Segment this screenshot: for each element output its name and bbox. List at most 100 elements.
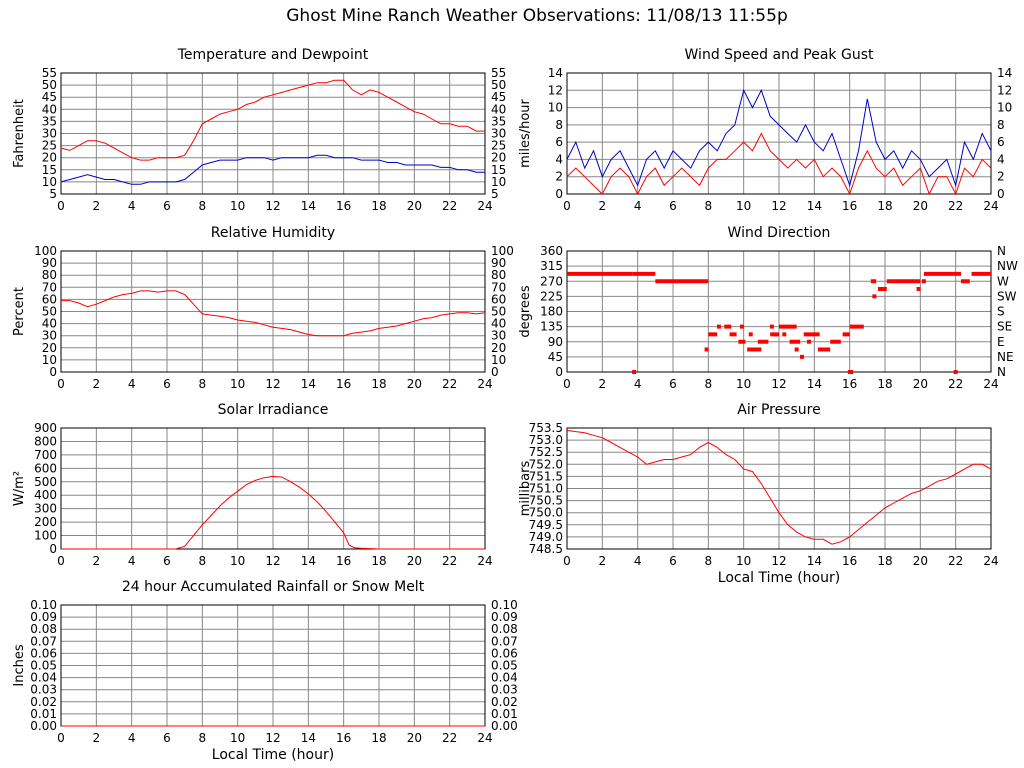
plot-frame (60, 427, 486, 550)
y-tick-label: 750.0 (529, 506, 563, 520)
x-tick-label: 2 (93, 731, 101, 745)
y-axis-label: millibars (518, 461, 533, 517)
direction-segment (567, 271, 633, 276)
y-tick-label: 0 (555, 365, 563, 379)
right-y-tick-label: 20 (491, 341, 506, 355)
y-tick-label: 0.05 (30, 659, 57, 673)
plot-frame (60, 250, 486, 373)
x-tick-label: 24 (477, 554, 492, 568)
right-y-tick-label: 55 (491, 66, 506, 80)
x-tick-label: 6 (163, 199, 171, 213)
y-tick-label: 20 (42, 341, 57, 355)
x-tick-label: 18 (371, 199, 386, 213)
plot-frame (566, 72, 992, 195)
right-y-tick-label: 0.05 (491, 659, 518, 673)
y-tick-label: 4 (555, 152, 563, 166)
right-y-tick-label: 4 (997, 152, 1005, 166)
y-tick-label: 100 (34, 244, 57, 258)
x-tick-label: 8 (705, 377, 713, 391)
direction-segment (847, 370, 854, 374)
right-y-tick-label: 10 (491, 353, 506, 367)
direction-segment (886, 279, 921, 284)
x-tick-label: 12 (265, 377, 280, 391)
y-tick-label: 2 (555, 170, 563, 184)
y-tick-label: 45 (548, 350, 563, 364)
direction-point (916, 286, 921, 291)
x-tick-label: 20 (407, 199, 422, 213)
x-tick-label: 2 (93, 377, 101, 391)
x-tick-label: 16 (336, 199, 351, 213)
x-tick-label: 22 (442, 731, 457, 745)
right-y-tick-label: 90 (491, 256, 506, 270)
y-tick-label: 0.00 (30, 719, 57, 733)
y-tick-label: 135 (540, 320, 563, 334)
page-title: Ghost Mine Ranch Weather Observations: 1… (286, 6, 788, 26)
series-line-red (61, 475, 485, 550)
y-tick-label: 0.09 (30, 610, 57, 624)
x-tick-label: 4 (634, 199, 642, 213)
y-tick-label: 12 (548, 83, 563, 97)
x-tick-label: 6 (669, 377, 677, 391)
x-tick-label: 8 (705, 199, 713, 213)
y-tick-label: 700 (34, 448, 57, 462)
right-y-tick-label: 50 (491, 78, 506, 92)
x-tick-label: 6 (669, 554, 677, 568)
right-y-tick-label: 8 (997, 118, 1005, 132)
direction-segment (789, 339, 801, 344)
direction-segment (803, 332, 820, 337)
right-y-tick-label: 0.03 (491, 683, 518, 697)
right-y-tick-label: 35 (491, 114, 506, 128)
y-tick-label: 0.06 (30, 646, 57, 660)
x-tick-label: 0 (57, 199, 65, 213)
y-tick-label: 40 (42, 102, 57, 116)
y-tick-label: 0 (49, 365, 57, 379)
y-tick-label: 80 (42, 268, 57, 282)
right-y-tick-label: 5 (491, 187, 499, 201)
x-tick-label: 12 (771, 199, 786, 213)
y-tick-label: 0.02 (30, 695, 57, 709)
right-y-tick-label: W (997, 274, 1009, 288)
x-tick-label: 16 (336, 731, 351, 745)
direction-segment (817, 347, 831, 352)
series-line-red (61, 290, 486, 337)
y-tick-label: 30 (42, 127, 57, 141)
right-y-tick-label: 0 (491, 365, 499, 379)
y-tick-label: 40 (42, 317, 57, 331)
x-tick-label: 24 (983, 554, 998, 568)
direction-segment (770, 332, 779, 337)
right-y-tick-label: S (997, 305, 1005, 319)
chart-title: Solar Irradiance (218, 402, 329, 418)
x-tick-label: 10 (230, 731, 245, 745)
x-tick-label: 10 (736, 199, 751, 213)
x-tick-label: 14 (301, 199, 316, 213)
right-y-tick-label: 0.02 (491, 695, 518, 709)
direction-segment (849, 324, 864, 329)
x-tick-label: 8 (199, 377, 207, 391)
y-tick-label: 500 (34, 475, 57, 489)
right-y-tick-label: NE (997, 350, 1014, 364)
right-y-tick-label: NW (997, 259, 1018, 273)
x-tick-label: 2 (599, 554, 607, 568)
direction-point (799, 354, 804, 359)
chart-title: Wind Speed and Peak Gust (685, 47, 874, 63)
x-tick-label: 0 (563, 199, 571, 213)
y-axis-label: Fahrenheit (12, 99, 27, 168)
right-y-tick-label: 10 (997, 101, 1012, 115)
x-tick-label: 20 (913, 554, 928, 568)
x-tick-label: 14 (807, 554, 822, 568)
x-tick-label: 24 (477, 377, 492, 391)
right-y-tick-label: 0.00 (491, 719, 518, 733)
y-tick-label: 45 (42, 90, 57, 104)
chart-title: Relative Humidity (211, 225, 335, 241)
x-tick-label: 2 (599, 199, 607, 213)
x-tick-label: 14 (301, 554, 316, 568)
direction-segment (724, 324, 732, 329)
y-tick-label: 0.04 (30, 671, 57, 685)
x-tick-label: 14 (301, 731, 316, 745)
right-y-tick-label: 0.07 (491, 634, 518, 648)
x-tick-label: 12 (265, 199, 280, 213)
right-y-tick-label: 70 (491, 280, 506, 294)
y-tick-label: 749.0 (529, 530, 563, 544)
